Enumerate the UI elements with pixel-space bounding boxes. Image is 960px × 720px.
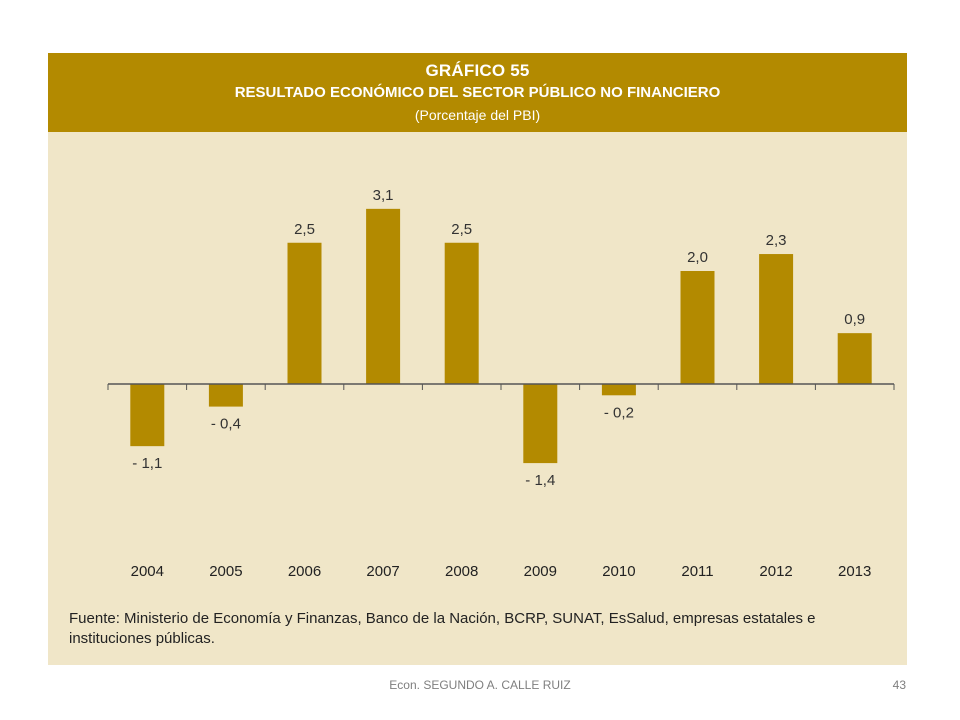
value-label: 0,9 (844, 311, 865, 328)
category-label: 2004 (131, 563, 164, 580)
category-label: 2005 (209, 563, 242, 580)
chart-subtitle: (Porcentaje del PBI) (414, 107, 541, 123)
bar-2005 (208, 384, 243, 407)
category-label: 2010 (602, 563, 635, 580)
value-label: 2,3 (766, 232, 787, 249)
bar-2006 (287, 242, 322, 384)
value-label: 3,1 (373, 187, 394, 204)
category-label: 2007 (366, 563, 399, 580)
category-label: 2013 (838, 563, 871, 580)
page-number: 43 (892, 678, 906, 692)
value-label: 2,5 (294, 221, 315, 238)
value-label: 2,0 (687, 249, 708, 266)
bar-2008 (444, 242, 479, 384)
value-label: - 1,4 (525, 472, 555, 489)
bar-chart: - 1,1 2004 - 0,4 2005 2,5 2006 3,1 2007 2,5 2008 -… (107, 187, 895, 580)
chart-header: GRÁFICO 55 RESULTADO ECONÓMICO DEL SECTO… (48, 53, 907, 132)
bar-2004 (130, 384, 165, 447)
category-label: 2009 (524, 563, 557, 580)
chart-number: GRÁFICO 55 (425, 61, 530, 80)
bar-2011 (680, 271, 715, 384)
value-label: - 0,2 (604, 404, 634, 421)
category-label: 2011 (681, 563, 713, 580)
chart-panel: GRÁFICO 55 RESULTADO ECONÓMICO DEL SECTO… (48, 53, 907, 665)
footer-author: Econ. SEGUNDO A. CALLE RUIZ (389, 678, 571, 692)
bar-2007 (366, 208, 401, 384)
bar-2009 (523, 384, 558, 464)
category-label: 2006 (288, 563, 321, 580)
value-label: - 1,1 (132, 455, 162, 472)
bar-2013 (837, 333, 872, 384)
category-label: 2008 (445, 563, 478, 580)
chart-title: RESULTADO ECONÓMICO DEL SECTOR PÚBLICO N… (234, 84, 721, 101)
value-label: 2,5 (451, 221, 472, 238)
bar-2010 (601, 384, 636, 396)
bar-2012 (759, 254, 794, 384)
source-note: Fuente: Ministerio de Economía y Finanza… (69, 610, 816, 647)
value-label: - 0,4 (211, 416, 241, 433)
category-label: 2012 (759, 563, 792, 580)
